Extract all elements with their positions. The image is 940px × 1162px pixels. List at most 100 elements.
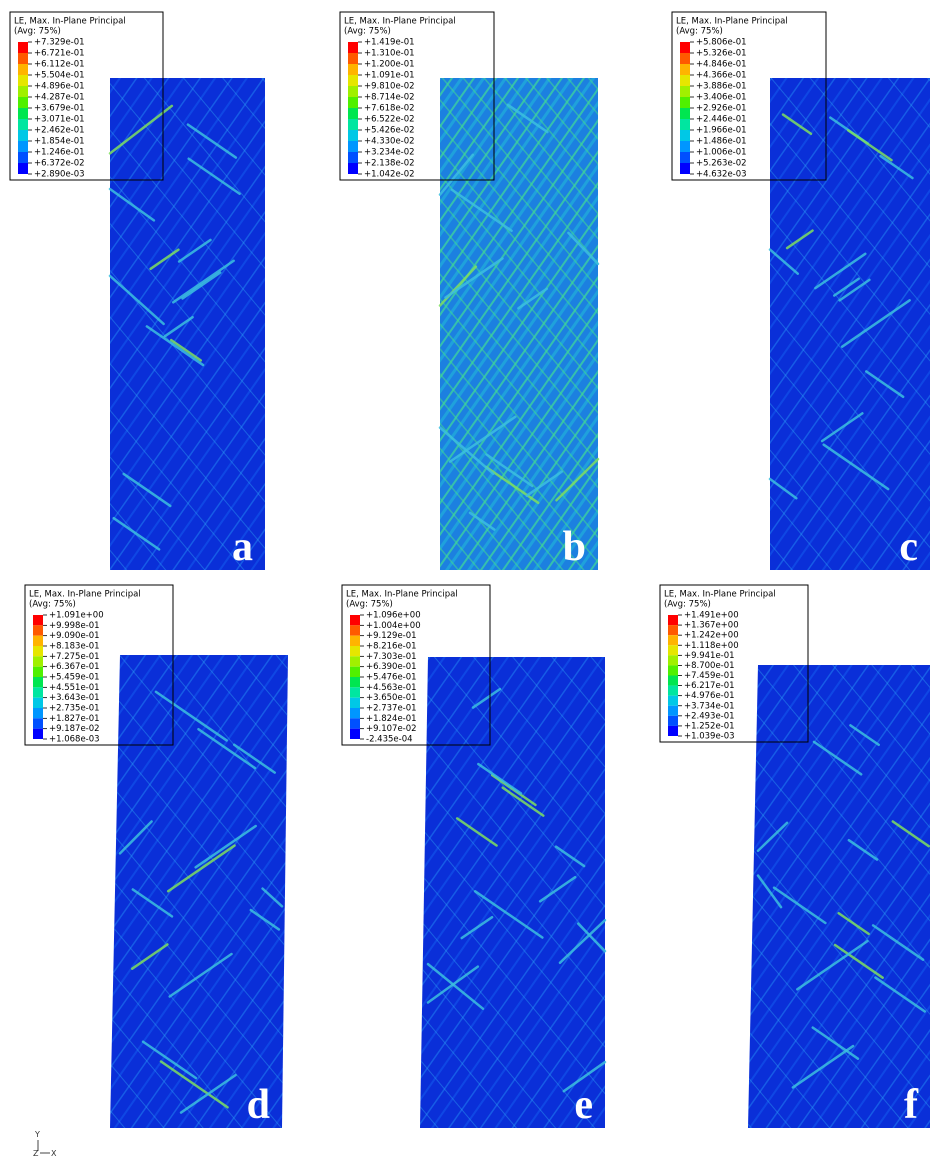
legend-subtitle: (Avg: 75%) (664, 600, 711, 610)
legend-band (680, 152, 690, 163)
axis-triad: Y Z X (33, 1130, 57, 1158)
legend-band (668, 665, 678, 676)
legend-title: LE, Max. In-Plane Principal (664, 590, 776, 600)
crack (438, 426, 495, 475)
legend-value: +1.486e-01 (696, 137, 747, 147)
crack (538, 875, 577, 903)
plate-texture (770, 78, 930, 570)
crack (772, 886, 827, 925)
legend-value: +4.563e-01 (366, 683, 417, 693)
crack (756, 821, 789, 852)
legend-value: +1.966e-01 (696, 126, 747, 136)
legend-value: +6.390e-01 (366, 662, 417, 672)
legend-value: -2.435e-04 (366, 735, 413, 745)
crack (249, 908, 281, 931)
legend-value: +4.366e-01 (696, 71, 747, 81)
panel: LE, Max. In-Plane Principal(Avg: 75%)+1.… (24, 584, 288, 1128)
legend-value: +1.004e+00 (366, 621, 421, 631)
panel: LE, Max. In-Plane Principal(Avg: 75%) +1.… (659, 584, 930, 1128)
legend-box (339, 11, 495, 181)
legend-band (18, 152, 28, 163)
legend-value: +6.217e-01 (684, 681, 735, 691)
legend-value: +1.242e+00 (684, 631, 739, 641)
crack (555, 457, 600, 502)
legend-band (348, 108, 358, 119)
legend-band (668, 655, 678, 666)
legend-box (659, 584, 809, 743)
crack (891, 820, 930, 848)
crack (108, 104, 174, 155)
crack (426, 962, 485, 1010)
legend-value: +1.252e-01 (684, 721, 735, 731)
legend-value: +5.504e-01 (34, 71, 85, 81)
crack (833, 277, 860, 297)
crack (108, 274, 165, 326)
legend-band (668, 685, 678, 696)
legend-value: +5.426e-02 (364, 126, 415, 136)
legend-box (671, 11, 827, 181)
crack (484, 465, 540, 505)
crack (820, 412, 864, 443)
legend-band (33, 677, 43, 688)
crack (473, 890, 544, 939)
legend-value: +4.632e-03 (696, 170, 747, 180)
legend-value: +7.459e-01 (684, 671, 735, 681)
legend-value: +6.721e-01 (34, 49, 85, 59)
crack (455, 817, 498, 847)
legend-value: +3.406e-01 (696, 93, 747, 103)
triad-y: Y (34, 1130, 40, 1139)
crack (847, 838, 879, 861)
crack (171, 259, 235, 304)
crack (477, 762, 523, 795)
crack (849, 724, 880, 747)
legend-band (350, 708, 360, 719)
crack (444, 257, 504, 299)
legend-band (350, 635, 360, 646)
legend-value: +8.216e-01 (366, 642, 417, 652)
legend-value: +2.138e-02 (364, 159, 415, 169)
crack (197, 727, 257, 770)
legend-value: +1.091e+00 (49, 611, 104, 621)
legend-value: +2.926e-01 (696, 104, 747, 114)
panel-letter: a (232, 524, 253, 570)
crack (822, 443, 890, 491)
crack (501, 786, 545, 817)
crack (490, 773, 537, 807)
legend-value: +6.372e-02 (34, 159, 85, 169)
legend-band (680, 75, 690, 86)
legend-title: LE, Max. In-Plane Principal (676, 17, 788, 27)
legend-band (33, 708, 43, 719)
crack (141, 1040, 198, 1080)
legend-band (33, 728, 43, 739)
crack (846, 129, 893, 162)
legend-band (668, 725, 678, 736)
legend-band (668, 695, 678, 706)
crack (118, 820, 153, 855)
crack (756, 874, 783, 909)
crack (187, 157, 241, 195)
legend-band (18, 141, 28, 152)
crack (837, 912, 870, 936)
crack (840, 299, 911, 348)
crack (768, 248, 800, 275)
crack (159, 1060, 229, 1109)
crack (865, 370, 905, 399)
legend-value: +9.810e-02 (364, 82, 415, 92)
legend-value: +2.446e-01 (696, 115, 747, 125)
legend-value: +2.493e-01 (684, 711, 735, 721)
legend-value: +4.846e-01 (696, 60, 747, 70)
legend-box (9, 11, 164, 181)
crack (450, 188, 513, 233)
legend-band (33, 697, 43, 708)
legend-value: +2.462e-01 (34, 126, 85, 136)
legend-value: +3.643e-01 (49, 693, 100, 703)
plate-texture (440, 78, 598, 570)
panel-letter: f (904, 1082, 919, 1128)
plate-texture (110, 78, 265, 570)
plate-texture (110, 655, 288, 1128)
crack (576, 922, 607, 953)
legend-band (350, 728, 360, 739)
legend-value: +5.806e-01 (696, 38, 747, 48)
legend-value: +5.459e-01 (49, 673, 100, 683)
